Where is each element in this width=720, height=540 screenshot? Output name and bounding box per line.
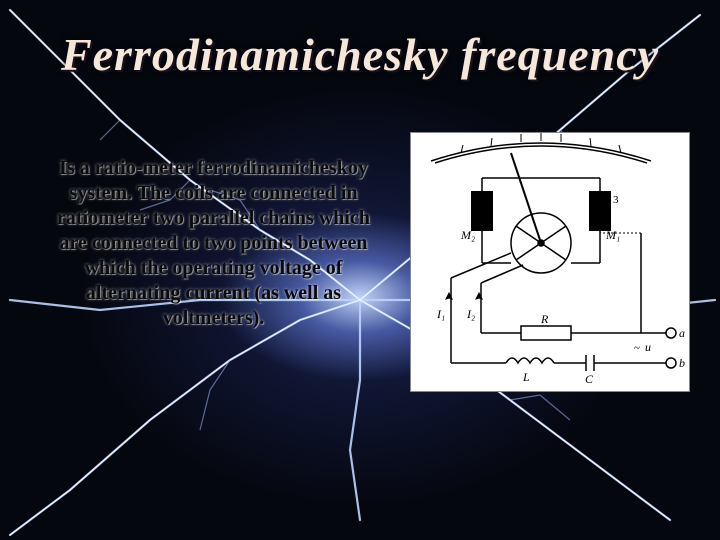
label-L: L bbox=[522, 370, 530, 384]
label-I1: I₁ bbox=[436, 307, 445, 321]
label-3: 3 bbox=[613, 194, 619, 206]
label-C: C bbox=[585, 372, 594, 386]
circuit-diagram: M₂ M₁ 3 I₁ I₂ R L C u ~ a b bbox=[410, 132, 690, 392]
label-R: R bbox=[540, 312, 549, 326]
slide-title: Ferrodinamichesky frequency bbox=[0, 28, 720, 81]
label-a: a bbox=[679, 326, 685, 340]
label-b: b bbox=[679, 356, 685, 370]
label-tilde: ~ bbox=[634, 342, 640, 354]
body-paragraph: Is a ratio-meter ferrodinamicheskoy syst… bbox=[56, 156, 371, 331]
label-u: u bbox=[645, 340, 651, 354]
label-M1: M₁ bbox=[605, 228, 620, 242]
label-M2: M₂ bbox=[460, 228, 475, 242]
label-I2: I₂ bbox=[466, 307, 475, 321]
